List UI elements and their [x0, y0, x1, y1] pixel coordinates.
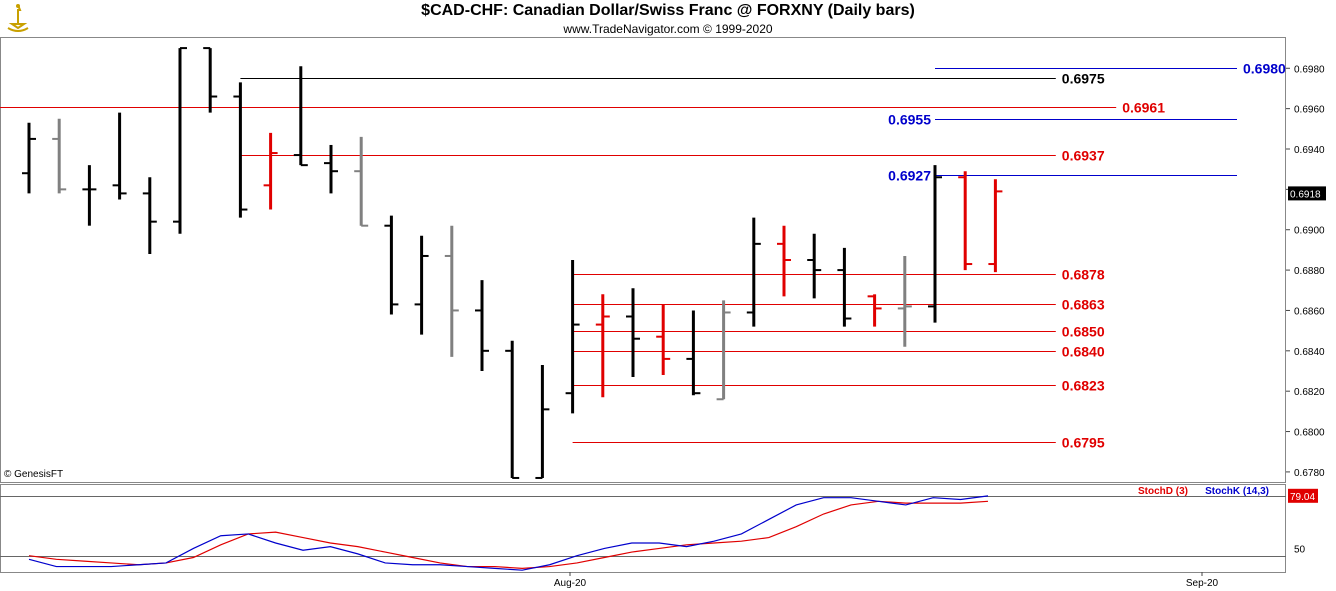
price-bars [22, 47, 1003, 479]
price-bar [777, 225, 791, 297]
indicator-pane [0, 484, 1286, 573]
price-bar [82, 165, 97, 226]
price-bar [22, 122, 36, 194]
y-tick-label: 0.6860 [1294, 306, 1325, 317]
y-tick-label: 0.6900 [1294, 226, 1325, 237]
price-bar [686, 310, 701, 396]
price-bar [263, 132, 278, 210]
indicator-y-tick: 50 [1294, 544, 1306, 555]
price-bar [324, 144, 338, 194]
price-bar [173, 47, 187, 234]
price-bar [595, 294, 610, 398]
indicator-last-badge [1288, 488, 1318, 503]
y-tick-label: 0.6980 [1294, 64, 1325, 75]
chart-title: $CAD-CHF: Canadian Dollar/Swiss Franc @ … [421, 2, 915, 19]
indicator-legend: StochD (3) [1138, 486, 1188, 497]
price-bar [505, 340, 520, 479]
price-bar [142, 177, 157, 254]
level-label: 0.6937 [1062, 148, 1105, 164]
price-bar [807, 233, 822, 299]
price-bar [203, 47, 218, 113]
level-label: 0.6955 [888, 112, 931, 128]
price-bar [565, 260, 580, 414]
y-tick-label: 0.6880 [1294, 266, 1325, 277]
indicator-legend: StochK (14,3) [1205, 486, 1269, 497]
x-tick-label: Sep-20 [1186, 578, 1219, 589]
price-bar [112, 112, 127, 200]
stochastic-lines: StochD (3) StochK (14,3) 50 79.04 [28, 486, 1318, 571]
level-label: 0.6961 [1122, 100, 1165, 116]
price-bar [928, 165, 942, 323]
price-bar [656, 304, 671, 376]
y-tick-label: 0.6780 [1294, 468, 1325, 479]
y-tick-label: 0.6960 [1294, 105, 1325, 116]
level-label: 0.6863 [1062, 297, 1105, 313]
y-tick-label: 0.6840 [1294, 347, 1325, 358]
price-bar [535, 364, 550, 479]
x-tick-label: Aug-20 [554, 578, 587, 589]
indicator-last-label: 79.04 [1290, 492, 1315, 503]
level-label: 0.6980 [1243, 61, 1286, 77]
trade-navigator-logo-icon [2, 2, 34, 34]
level-lines: 0.6975 0.6980 0.6961 0.6955 0.6937 0.6927 0.68… [0, 61, 1286, 451]
y-tick-label: 0.6940 [1294, 145, 1325, 156]
stoch-line [28, 500, 989, 569]
level-label: 0.6850 [1062, 324, 1105, 340]
price-pane [0, 37, 1286, 483]
price-bar [867, 294, 882, 327]
price-bar [716, 300, 731, 401]
price-bar [384, 215, 399, 315]
last-price-badge [1288, 186, 1326, 201]
price-bar [444, 225, 459, 357]
price-bar [897, 255, 912, 347]
price-bar [626, 288, 640, 378]
level-label: 0.6840 [1062, 344, 1105, 360]
stoch-line [28, 495, 989, 571]
level-label: 0.6823 [1062, 378, 1105, 394]
price-bar [233, 82, 248, 218]
price-bar [354, 136, 369, 227]
price-bar [414, 235, 429, 335]
price-bar [988, 179, 1003, 273]
price-axis: 0.69800.69600.69400.69200.69000.68800.68… [1286, 64, 1326, 479]
y-tick-label: 0.6800 [1294, 428, 1325, 439]
price-bar [958, 171, 973, 271]
price-bar [475, 280, 489, 371]
price-bar [746, 217, 761, 327]
level-label: 0.6878 [1062, 267, 1105, 283]
level-label: 0.6927 [888, 168, 931, 184]
price-bar [837, 247, 852, 327]
copyright-text: © GenesisFT [4, 469, 63, 480]
level-label: 0.6795 [1062, 435, 1105, 451]
price-bar [293, 66, 308, 167]
date-axis: Aug-20 Sep-20 [554, 572, 1219, 589]
chart-subtitle: www.TradeNavigator.com © 1999-2020 [563, 22, 773, 36]
last-price-label: 0.6918 [1290, 189, 1321, 200]
price-bar [52, 118, 67, 194]
y-tick-label: 0.6820 [1294, 387, 1325, 398]
level-label: 0.6975 [1062, 71, 1105, 87]
